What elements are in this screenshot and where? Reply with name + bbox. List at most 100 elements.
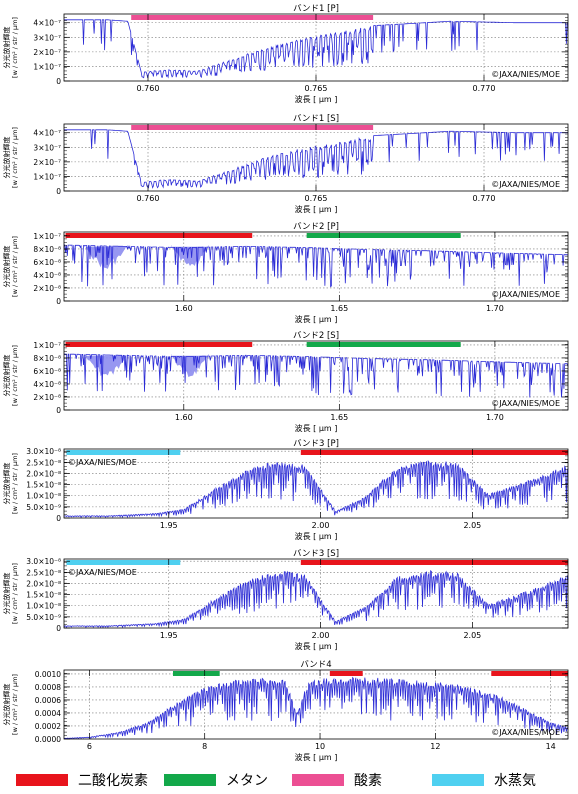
chart-title: バンド2 [S] bbox=[293, 331, 339, 341]
legend-item-ch4: メタン bbox=[164, 770, 268, 790]
band-bar bbox=[306, 342, 461, 347]
band-bar bbox=[172, 671, 220, 676]
y-tick-label: 2.5×10⁻⁸ bbox=[26, 458, 61, 467]
y-tick-label: 3.0×10⁻⁸ bbox=[26, 447, 61, 456]
copyright-text: ©JAXA/NIES/MOE bbox=[491, 290, 560, 299]
x-tick-label: 8 bbox=[202, 742, 207, 751]
x-tick-label: 14 bbox=[546, 742, 556, 751]
y-axis-label-line1: 分光放射輝度 bbox=[2, 27, 11, 69]
chart-band4: バンド4 0.0000 0.0002 0.0004 0.0006 0.0008 0.0010… bbox=[2, 660, 569, 762]
spectrum-line bbox=[63, 459, 569, 519]
chart-title: バンド3 [P] bbox=[293, 439, 339, 449]
x-tick-label: 2.00 bbox=[312, 521, 330, 530]
y-tick-label: 3×10⁻⁷ bbox=[33, 33, 61, 42]
x-tick-label: 0.770 bbox=[473, 194, 496, 203]
spectrum-line bbox=[63, 676, 569, 740]
y-tick-label: 5.0×10⁻⁹ bbox=[26, 503, 61, 512]
spectrum-line bbox=[64, 353, 569, 398]
y-tick-label: 0 bbox=[56, 624, 61, 633]
y-axis-label-line2: [w / cm² / str / μm] bbox=[11, 127, 19, 188]
y-axis-label: 分光放射輝度 [w / cm² / str / μm] bbox=[2, 127, 19, 188]
legend: 二酸化炭素 メタン 酸素 水蒸気 bbox=[0, 764, 578, 794]
y-tick-label: 2.5×10⁻⁸ bbox=[26, 568, 61, 577]
x-tick-label: 0.760 bbox=[137, 84, 160, 93]
y-tick-label: 8×10⁻⁸ bbox=[33, 354, 61, 363]
y-axis-label-line2: [w / cm² / str / μm] bbox=[11, 17, 19, 78]
x-axis-label: 波長 [ μm ] bbox=[295, 314, 338, 324]
band-bar bbox=[300, 560, 568, 565]
y-axis-label-line1: 分光放射輝度 bbox=[2, 684, 11, 726]
absorption-fill bbox=[84, 354, 128, 377]
y-tick-label: 0 bbox=[56, 187, 61, 196]
chart-band3-s: バンド3 [S] 0 5.0×10⁻⁹ 1.0×10⁻⁸ 1.5×10⁻⁸ 2.0×10⁻… bbox=[2, 549, 569, 651]
band-bar bbox=[329, 671, 363, 676]
y-tick-label: 4×10⁻⁸ bbox=[33, 380, 61, 389]
copyright-text: ©JAXA/NIES/MOE bbox=[491, 70, 560, 79]
x-tick-label: 2.05 bbox=[463, 521, 481, 530]
legend-label-co2: 二酸化炭素 bbox=[78, 773, 148, 789]
legend-swatch-o2 bbox=[292, 774, 344, 786]
legend-label-o2: 酸素 bbox=[354, 773, 382, 789]
y-axis-label-line2: [w / cm² / str / μm] bbox=[11, 453, 19, 514]
x-tick-label: 2.00 bbox=[312, 631, 330, 640]
x-tick-label: 0.765 bbox=[305, 194, 328, 203]
x-tick-label: 1.95 bbox=[160, 521, 178, 530]
y-axis-label-line1: 分光放射輝度 bbox=[2, 137, 11, 179]
x-tick-label: 12 bbox=[430, 742, 440, 751]
y-tick-label: 0.0000 bbox=[35, 735, 61, 744]
y-axis-label: 分光放射輝度 [w / cm² / str / μm] bbox=[2, 345, 19, 406]
band-bar bbox=[306, 233, 461, 238]
band-bar bbox=[131, 125, 374, 130]
y-axis-label: 分光放射輝度 [w / cm² / str / μm] bbox=[2, 674, 19, 735]
legend-swatch-h2o bbox=[432, 774, 484, 786]
y-axis-label: 分光放射輝度 [w / cm² / str / μm] bbox=[2, 236, 19, 297]
y-axis-label-line2: [w / cm² / str / μm] bbox=[11, 345, 19, 406]
y-axis-label-line2: [w / cm² / str / μm] bbox=[11, 563, 19, 624]
chart-band2-s: バンド2 [S] 0 2×10⁻⁸ 4×10⁻⁸ 6×10⁻⁸ 8×10⁻⁸ 1×10⁻⁷ 1… bbox=[2, 331, 569, 433]
x-tick-label: 1.65 bbox=[330, 413, 348, 422]
y-axis-label-line2: [w / cm² / str / μm] bbox=[11, 674, 19, 735]
y-tick-label: 1.5×10⁻⁸ bbox=[26, 481, 61, 490]
x-axis-label: 波長 [ μm ] bbox=[295, 531, 338, 541]
plot-area bbox=[64, 232, 568, 301]
x-tick-label: 2.05 bbox=[463, 631, 481, 640]
x-tick-label: 1.65 bbox=[330, 304, 348, 313]
x-tick-label: 0.770 bbox=[473, 84, 496, 93]
y-axis-label-line1: 分光放射輝度 bbox=[2, 246, 11, 288]
y-axis-label-line2: [w / cm² / str / μm] bbox=[11, 236, 19, 297]
legend-label-h2o: 水蒸気 bbox=[494, 773, 536, 789]
y-tick-label: 3.0×10⁻⁸ bbox=[26, 557, 61, 566]
y-tick-label: 1.0×10⁻⁸ bbox=[26, 602, 61, 611]
y-tick-label: 4×10⁻⁸ bbox=[33, 271, 61, 280]
legend-item-o2: 酸素 bbox=[292, 770, 382, 790]
y-tick-label: 1×10⁻⁷ bbox=[33, 62, 61, 71]
y-axis-label: 分光放射輝度 [w / cm² / str / μm] bbox=[2, 453, 19, 514]
chart-title: バンド4 bbox=[300, 660, 331, 670]
x-axis-label: 波長 [ μm ] bbox=[295, 423, 338, 433]
x-tick-label: 0.760 bbox=[137, 194, 160, 203]
y-tick-label: 2.0×10⁻⁸ bbox=[26, 469, 61, 478]
y-tick-label: 0.0004 bbox=[35, 709, 61, 718]
x-axis-label: 波長 [ μm ] bbox=[295, 641, 338, 651]
y-tick-label: 1×10⁻⁷ bbox=[33, 232, 61, 241]
y-axis-label-line1: 分光放射輝度 bbox=[2, 463, 11, 505]
chart-band2-p: バンド2 [P] 0 2×10⁻⁸ 4×10⁻⁸ 6×10⁻⁸ 8×10⁻⁸ 1×10⁻⁷ 1… bbox=[2, 222, 569, 324]
spectrum-line bbox=[64, 244, 568, 288]
chart-title: バンド3 [S] bbox=[293, 549, 339, 559]
spectrum-line bbox=[63, 570, 569, 629]
chart-title: バンド1 [P] bbox=[293, 4, 339, 14]
x-tick-label: 1.60 bbox=[175, 413, 193, 422]
x-tick-label: 6 bbox=[87, 742, 92, 751]
band-bar bbox=[131, 15, 374, 20]
y-tick-label: 5.0×10⁻⁹ bbox=[26, 613, 61, 622]
x-tick-label: 10 bbox=[315, 742, 325, 751]
y-tick-label: 4×10⁻⁷ bbox=[33, 129, 61, 138]
y-tick-label: 2×10⁻⁷ bbox=[33, 48, 61, 57]
x-tick-label: 0.765 bbox=[305, 84, 328, 93]
band-bar bbox=[491, 671, 568, 676]
y-tick-label: 0 bbox=[56, 77, 61, 86]
y-tick-label: 2×10⁻⁸ bbox=[33, 393, 61, 402]
legend-item-co2: 二酸化炭素 bbox=[16, 770, 148, 790]
chart-title: バンド2 [P] bbox=[293, 222, 339, 232]
